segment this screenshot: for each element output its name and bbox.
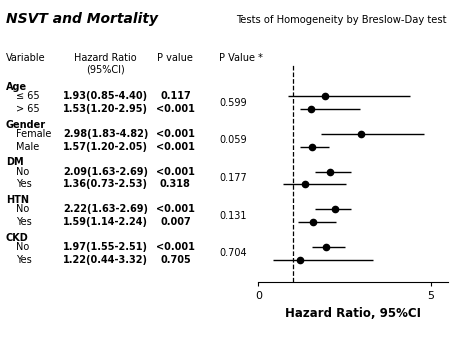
X-axis label: Hazard Ratio, 95%CI: Hazard Ratio, 95%CI [285,307,421,320]
Text: 0.318: 0.318 [160,179,191,189]
Text: 1.22(0.44-3.32): 1.22(0.44-3.32) [63,254,148,265]
Text: Tests of Homogeneity by Breslow-Day test: Tests of Homogeneity by Breslow-Day test [236,15,447,25]
Text: 2.98(1.83-4.82): 2.98(1.83-4.82) [63,129,148,139]
Text: DM: DM [6,157,23,167]
Text: Male: Male [16,142,39,152]
Text: 0.177: 0.177 [219,173,247,183]
Text: P value: P value [157,53,193,63]
Text: <0.001: <0.001 [156,142,195,152]
Text: Gender: Gender [6,120,46,130]
Text: 1.36(0.73-2.53): 1.36(0.73-2.53) [63,179,148,189]
Text: 0.117: 0.117 [160,91,191,101]
Text: Female: Female [16,129,52,139]
Text: No: No [16,204,29,214]
Text: <0.001: <0.001 [156,104,195,114]
Text: 1.53(1.20-2.95): 1.53(1.20-2.95) [63,104,148,114]
Text: 0.599: 0.599 [219,97,246,108]
Text: NSVT and Mortality: NSVT and Mortality [6,12,158,26]
Text: HTN: HTN [6,195,29,205]
Text: Age: Age [6,82,27,92]
Text: 2.09(1.63-2.69): 2.09(1.63-2.69) [63,167,148,177]
Text: No: No [16,242,29,252]
Text: <0.001: <0.001 [156,204,195,214]
Text: > 65: > 65 [16,104,40,114]
Text: ≤ 65: ≤ 65 [16,91,40,101]
Text: 1.57(1.20-2.05): 1.57(1.20-2.05) [63,142,148,152]
Text: <0.001: <0.001 [156,129,195,139]
Text: P Value *: P Value * [219,53,263,63]
Text: 1.97(1.55-2.51): 1.97(1.55-2.51) [63,242,148,252]
Text: CKD: CKD [6,233,28,242]
Text: Yes: Yes [16,217,32,227]
Text: 0.059: 0.059 [219,135,246,145]
Text: 0.704: 0.704 [219,248,246,258]
Text: 1.93(0.85-4.40): 1.93(0.85-4.40) [63,91,148,101]
Text: 1.59(1.14-2.24): 1.59(1.14-2.24) [63,217,148,227]
Text: Yes: Yes [16,254,32,265]
Text: Yes: Yes [16,179,32,189]
Text: 0.131: 0.131 [219,211,246,221]
Text: No: No [16,167,29,177]
Text: 2.22(1.63-2.69): 2.22(1.63-2.69) [63,204,148,214]
Text: <0.001: <0.001 [156,167,195,177]
Text: Variable: Variable [6,53,46,63]
Text: 0.007: 0.007 [160,217,191,227]
Text: Hazard Ratio
(95%CI): Hazard Ratio (95%CI) [74,53,137,75]
Text: 0.705: 0.705 [160,254,191,265]
Text: <0.001: <0.001 [156,242,195,252]
